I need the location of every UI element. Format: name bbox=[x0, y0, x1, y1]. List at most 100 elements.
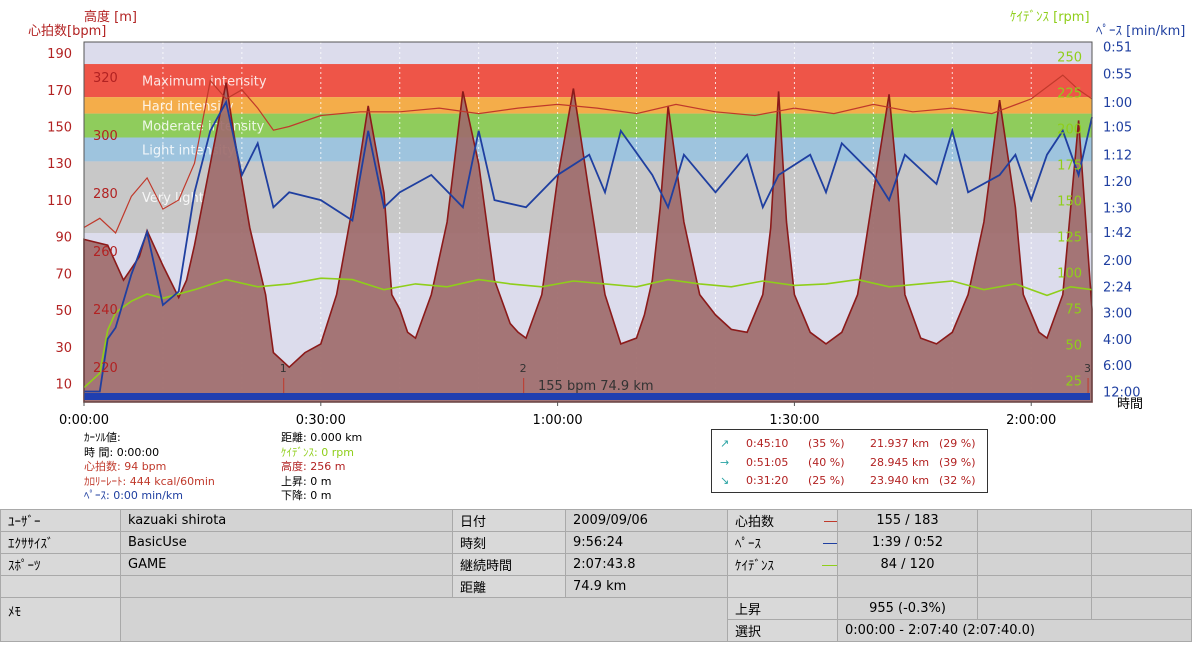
summary-time: 0:45:10 bbox=[746, 437, 789, 450]
summary-row-flat: → 0:51:05 (40 %) 28.945 km (39 %) bbox=[712, 456, 987, 471]
cursor-distance: 距離: 0.000 km bbox=[281, 431, 363, 444]
hr-label: 心拍数 bbox=[727, 509, 838, 532]
empty-cell bbox=[727, 575, 838, 598]
cursor-time: 時 間: 0:00:00 bbox=[84, 445, 160, 459]
sport-value: GAME bbox=[120, 553, 453, 576]
cadence-tick-label: 250 bbox=[1057, 50, 1082, 65]
altitude-area bbox=[83, 82, 1093, 403]
pace-line bbox=[84, 99, 1093, 393]
heart-rate-line bbox=[83, 74, 1093, 235]
time-axis-title: 時間 bbox=[1117, 397, 1143, 412]
altitude-tick-label: 220 bbox=[93, 361, 118, 376]
altitude-tick-label: 320 bbox=[93, 71, 118, 86]
heart-rate-tick-label: 30 bbox=[55, 341, 72, 356]
cursor-values-left: ｶｰｿﾙ値: 時 間: 0:00:00 心拍数: 94 bpm ｶﾛﾘｰﾚｰﾄ:… bbox=[84, 431, 215, 504]
cadence-tick-label: 150 bbox=[1057, 194, 1082, 209]
cursor-heart-rate: 心拍数: 94 bpm bbox=[84, 460, 167, 473]
cursor-title: ｶｰｿﾙ値: bbox=[84, 431, 121, 444]
ascent-label: 上昇 bbox=[727, 597, 838, 620]
empty-cell bbox=[977, 597, 1092, 620]
empty-cell bbox=[120, 575, 453, 598]
pace-tick-label: 12:00 bbox=[1103, 385, 1140, 400]
pace-tick-label: 3:00 bbox=[1103, 307, 1132, 322]
cursor-pace: ﾍﾟｰｽ: 0:00 min/km bbox=[84, 489, 183, 502]
heart-rate-tick-label: 110 bbox=[47, 194, 72, 209]
exercise-label: ｴｸｻｻｲｽﾞ bbox=[0, 531, 121, 554]
slope-summary-box: ↗ 0:45:10 (35 %) 21.937 km (29 %) → 0:51… bbox=[711, 429, 988, 493]
hr-zone-band bbox=[84, 64, 1092, 98]
summary-time: 0:31:20 bbox=[746, 474, 789, 487]
cursor-descent: 下降: 0 m bbox=[281, 489, 332, 502]
selection-value: 0:00:00 - 2:07:40 (2:07:40.0) bbox=[837, 619, 1192, 642]
empty-cell bbox=[977, 575, 1092, 598]
cursor-cadence: ｹｲﾃﾞﾝｽ: 0 rpm bbox=[281, 445, 354, 459]
summary-distance-pct: (39 %) bbox=[939, 456, 976, 469]
pace-tick-label: 2:24 bbox=[1103, 280, 1132, 295]
memo-label: ﾒﾓ bbox=[0, 597, 121, 642]
uphill-icon: ↗ bbox=[720, 437, 730, 450]
cadence-line bbox=[83, 277, 1093, 389]
pace-tick-label: 1:42 bbox=[1103, 226, 1132, 241]
time-tick-label: 1:30:00 bbox=[769, 413, 819, 428]
summary-distance-pct: (32 %) bbox=[939, 474, 976, 487]
selection-label: 選択 bbox=[727, 619, 838, 642]
duration-label: 継続時間 bbox=[452, 553, 566, 576]
time-tick-label: 2:00:00 bbox=[1006, 413, 1056, 428]
pace-tick-label: 0:55 bbox=[1103, 67, 1132, 82]
heart-rate-tick-label: 70 bbox=[55, 267, 72, 282]
time-tick-label: 0:30:00 bbox=[296, 413, 346, 428]
empty-cell bbox=[1091, 531, 1192, 554]
empty-cell bbox=[977, 509, 1092, 532]
pace-tick-label: 1:00 bbox=[1103, 96, 1132, 111]
cadence-label: ｹｲﾃﾞﾝｽ bbox=[727, 553, 838, 576]
hr-zone-label: Hard intensity bbox=[142, 99, 234, 114]
heart-rate-tick-label: 10 bbox=[55, 378, 72, 393]
heart-rate-axis-title: 心拍数[bpm] bbox=[28, 24, 106, 39]
pace-legend-line bbox=[823, 543, 837, 544]
plot-border bbox=[83, 41, 1093, 403]
empty-cell bbox=[977, 531, 1092, 554]
distance-bar bbox=[84, 393, 1090, 400]
summary-distance: 23.940 km bbox=[870, 474, 930, 487]
exercise-value: BasicUse bbox=[120, 531, 453, 554]
training-chart[interactable]: Maximum intensity Hard intensity Moderate … bbox=[0, 0, 1192, 505]
cadence-tick-label: 200 bbox=[1057, 122, 1082, 137]
empty-cell bbox=[1091, 509, 1192, 532]
summary-distance-pct: (29 %) bbox=[939, 437, 976, 450]
hr-zone-label: Maximum intensity bbox=[142, 75, 267, 90]
pace-tick-label: 0:51 bbox=[1103, 40, 1132, 55]
pace-axis-title: ﾍﾟｰｽ [min/km] bbox=[1096, 24, 1185, 39]
altitude-tick-label: 240 bbox=[93, 303, 118, 318]
empty-cell bbox=[0, 575, 121, 598]
memo-value[interactable] bbox=[120, 597, 728, 642]
user-label: ﾕｰｻﾞｰ bbox=[0, 509, 121, 532]
pace-value: 1:39 / 0:52 bbox=[837, 531, 978, 554]
lap-marker-label: 3 bbox=[1084, 362, 1091, 375]
hr-value: 155 / 183 bbox=[837, 509, 978, 532]
time-value: 9:56:24 bbox=[565, 531, 728, 554]
altitude-tick-label: 260 bbox=[93, 245, 118, 260]
date-label: 日付 bbox=[452, 509, 566, 532]
pace-label: ﾍﾟｰｽ bbox=[727, 531, 838, 554]
empty-cell bbox=[837, 575, 978, 598]
cursor-values-right: 距離: 0.000 km ｹｲﾃﾞﾝｽ: 0 rpm 高度: 256 m 上昇:… bbox=[281, 431, 362, 504]
summary-row-uphill: ↗ 0:45:10 (35 %) 21.937 km (29 %) bbox=[712, 437, 987, 452]
cadence-value: 84 / 120 bbox=[837, 553, 978, 576]
chart-annotation: 155 bpm 74.9 km bbox=[538, 379, 654, 394]
flat-icon: → bbox=[720, 456, 730, 469]
summary-time-pct: (40 %) bbox=[808, 456, 845, 469]
heart-rate-tick-label: 130 bbox=[47, 157, 72, 172]
altitude-axis-title: 高度 [m] bbox=[84, 9, 137, 25]
exercise-info-table: ﾕｰｻﾞｰ kazuaki shirota 日付 2009/09/06 心拍数 … bbox=[0, 509, 1192, 642]
heart-rate-tick-label: 90 bbox=[55, 231, 72, 246]
pace-tick-label: 4:00 bbox=[1103, 333, 1132, 348]
cursor-altitude: 高度: 256 m bbox=[281, 460, 346, 473]
cadence-tick-label: 100 bbox=[1057, 266, 1082, 281]
sport-label: ｽﾎﾟｰﾂ bbox=[0, 553, 121, 576]
altitude-tick-label: 300 bbox=[93, 129, 118, 144]
pace-tick-label: 1:12 bbox=[1103, 149, 1132, 164]
cursor-calorie-rate: ｶﾛﾘｰﾚｰﾄ: 444 kcal/60min bbox=[84, 474, 215, 488]
summary-time: 0:51:05 bbox=[746, 456, 789, 469]
date-value: 2009/09/06 bbox=[565, 509, 728, 532]
heart-rate-tick-label: 190 bbox=[47, 47, 72, 62]
